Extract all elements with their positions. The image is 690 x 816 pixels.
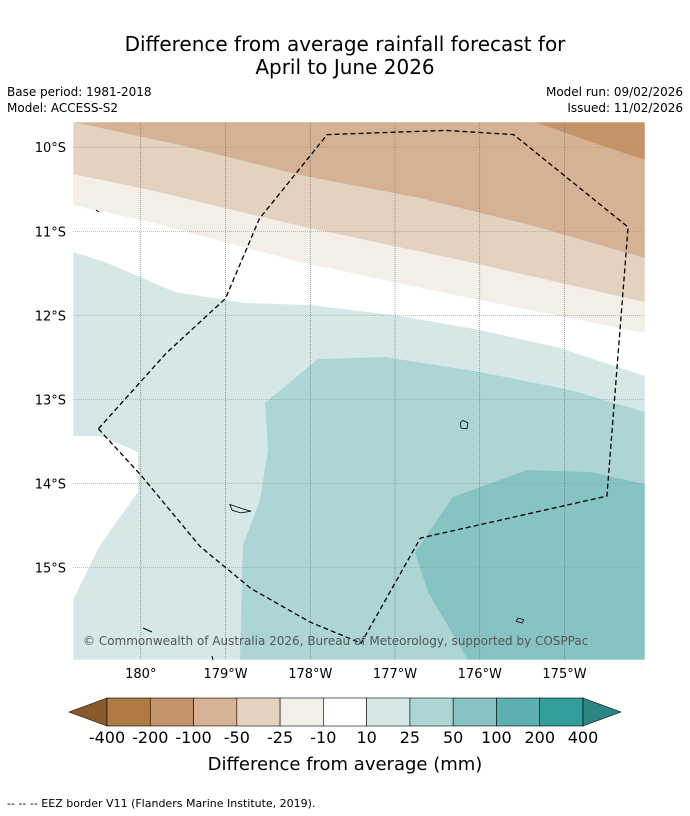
colorbar-tick-label: -200 (132, 728, 168, 747)
lon-tick-label: 179°W (203, 667, 247, 682)
colorbar-segment (539, 697, 584, 727)
colorbar-segment (149, 697, 194, 727)
model-name: Model: ACCESS-S2 (7, 101, 119, 115)
colorbar-tick-label: 50 (443, 728, 463, 747)
colorbar-tick-label: -400 (89, 728, 125, 747)
model-run: Model run: 09/02/2026 (545, 85, 683, 99)
lat-tick-label: 11°S (35, 225, 66, 240)
island-b (229, 503, 252, 514)
colorbar-tick-label: 25 (400, 728, 420, 747)
copyright-notice: © Commonwealth of Australia 2026, Bureau… (83, 634, 588, 648)
eez-footnote: -- -- -- EEZ border V11 (Flanders Marine… (7, 797, 316, 810)
lat-tick-label: 13°S (35, 393, 66, 408)
colorbar-tick-label: 100 (481, 728, 512, 747)
colorbar-tick-label: 400 (568, 728, 599, 747)
colorbar-title: Difference from average (mm) (208, 754, 483, 775)
issued-date: Issued: 11/02/2026 (567, 101, 683, 115)
colorbar-tick-label: 200 (524, 728, 555, 747)
lat-tick-label: 12°S (35, 309, 66, 324)
lat-tick-label: 10°S (35, 141, 66, 156)
colorbar-tick-label: -50 (224, 728, 250, 747)
eez-border (97, 129, 629, 645)
colorbar-segment (582, 697, 622, 727)
lon-tick-label: 176°W (458, 667, 502, 682)
title-line-2: April to June 2026 (255, 55, 435, 79)
plot-frame (72, 121, 646, 661)
lat-tick-label: 15°S (35, 562, 66, 577)
coastline-fragment (211, 655, 214, 660)
lat-tick-label: 14°S (35, 477, 66, 492)
colorbar-tick-label: -10 (310, 728, 336, 747)
coastline-fragment (142, 627, 153, 633)
colorbar-segment (279, 697, 324, 727)
island-a (459, 419, 469, 430)
colorbar-segment (106, 697, 151, 727)
lon-tick-label: 177°W (373, 667, 417, 682)
colorbar-segment (236, 697, 281, 727)
colorbar (68, 697, 622, 727)
lon-tick-label: 180° (125, 667, 156, 682)
band-minus-100-to-200 (535, 122, 645, 160)
colorbar-tick-label: -100 (175, 728, 211, 747)
colorbar-tick-label: -25 (267, 728, 293, 747)
colorbar-segment (68, 697, 108, 727)
colorbar-segment (452, 697, 497, 727)
colorbar-segment (323, 697, 367, 727)
colorbar-segment (496, 697, 541, 727)
lon-tick-label: 178°W (288, 667, 332, 682)
band-plus-50-to-100 (415, 470, 645, 660)
colorbar-segment (366, 697, 411, 727)
colorbar-segment (409, 697, 454, 727)
band-minus-50-to-100 (73, 122, 645, 258)
lon-tick-label: 175°W (542, 667, 586, 682)
base-period: Base period: 1981-2018 (7, 85, 152, 99)
island-c (515, 617, 525, 624)
title-line-1: Difference from average rainfall forecas… (124, 32, 566, 56)
band-white-gap (73, 436, 138, 600)
colorbar-tick-label: 10 (356, 728, 376, 747)
coastline-fragment (95, 209, 100, 213)
colorbar-segment (193, 697, 238, 727)
